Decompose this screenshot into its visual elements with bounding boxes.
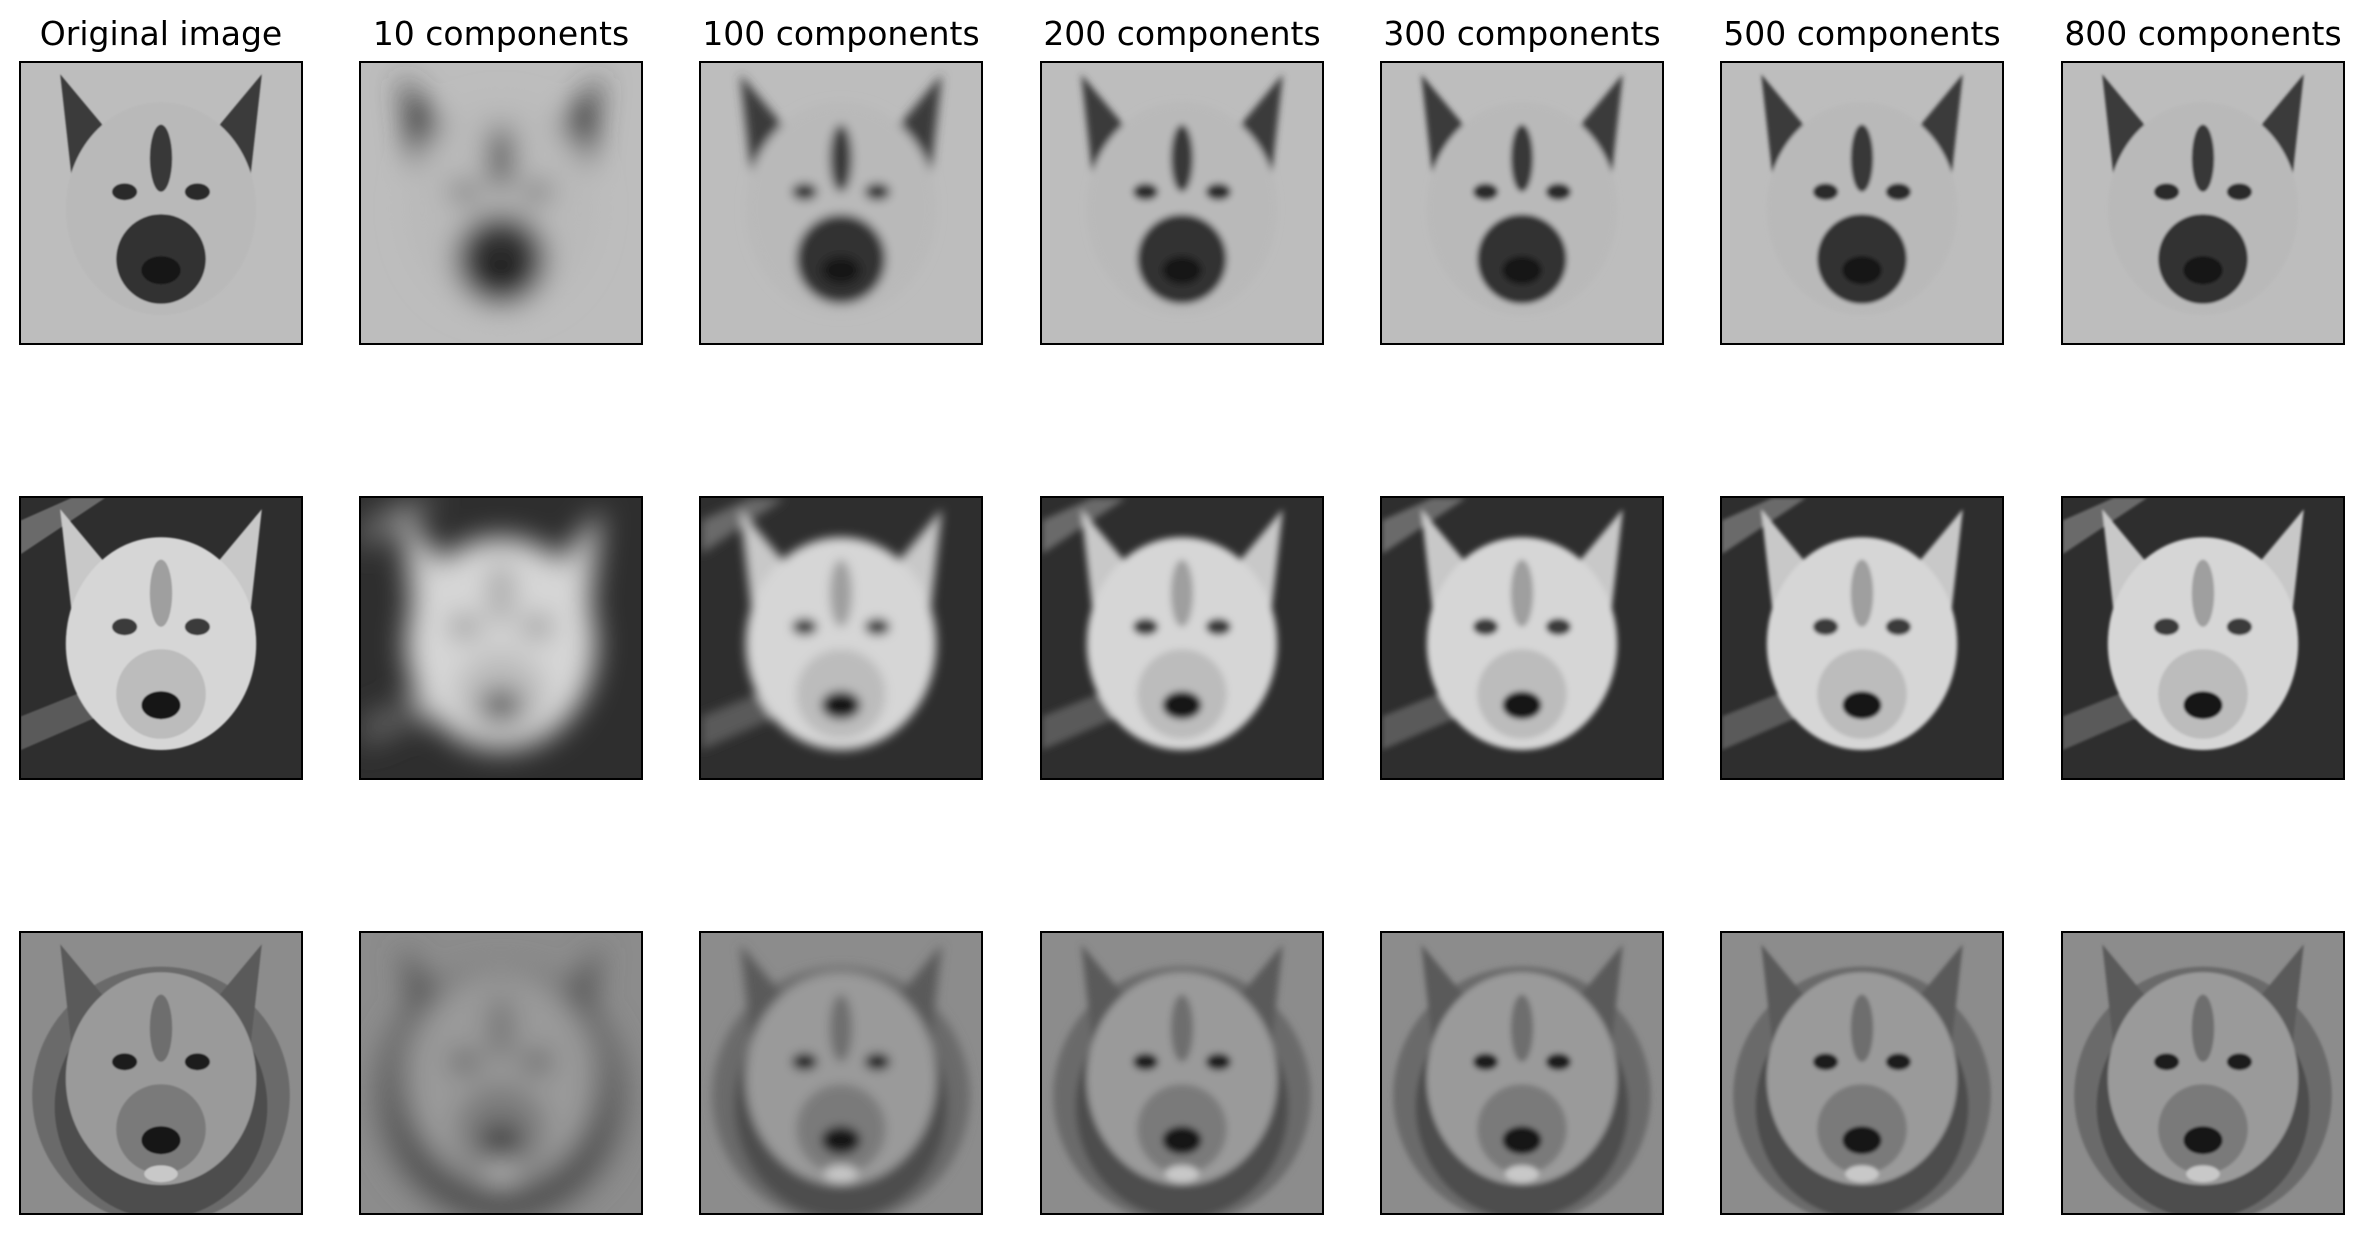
- image-panel: [699, 496, 983, 780]
- lion-face-icon: [21, 933, 301, 1213]
- image-panel: [1040, 61, 1324, 345]
- column-title-2: 100 components: [702, 14, 980, 53]
- column-title-0: Original image: [39, 14, 283, 53]
- lion-face-icon: [1042, 933, 1322, 1213]
- image-panel: [2061, 496, 2345, 780]
- wolf-face-icon: [1722, 498, 2002, 778]
- image-panel: [1380, 496, 1664, 780]
- column-title-3: 200 components: [1043, 14, 1321, 53]
- lion-face-icon: [1382, 933, 1662, 1213]
- image-panel: [1380, 61, 1664, 345]
- image-panel: [699, 61, 983, 345]
- image-panel: [1720, 931, 2004, 1215]
- dog-face-icon: [361, 63, 641, 343]
- image-panel: [1720, 496, 2004, 780]
- lion-face-icon: [2063, 933, 2343, 1213]
- image-panel: [359, 931, 643, 1215]
- wolf-face-icon: [1382, 498, 1662, 778]
- lion-face-icon: [1722, 933, 2002, 1213]
- column-title-4: 300 components: [1383, 14, 1661, 53]
- wolf-face-icon: [2063, 498, 2343, 778]
- image-panel: [1720, 61, 2004, 345]
- dog-face-icon: [21, 63, 301, 343]
- image-panel: [19, 61, 303, 345]
- column-title-6: 800 components: [2064, 14, 2342, 53]
- column-title-1: 10 components: [372, 14, 630, 53]
- wolf-face-icon: [21, 498, 301, 778]
- wolf-face-icon: [361, 498, 641, 778]
- image-panel: [699, 931, 983, 1215]
- dog-face-icon: [1722, 63, 2002, 343]
- image-panel: [1380, 931, 1664, 1215]
- image-panel: [19, 496, 303, 780]
- wolf-face-icon: [1042, 498, 1322, 778]
- dog-face-icon: [1382, 63, 1662, 343]
- image-panel: [1040, 496, 1324, 780]
- image-panel: [2061, 931, 2345, 1215]
- image-panel: [19, 931, 303, 1215]
- dog-face-icon: [2063, 63, 2343, 343]
- dog-face-icon: [701, 63, 981, 343]
- image-panel: [2061, 61, 2345, 345]
- lion-face-icon: [361, 933, 641, 1213]
- wolf-face-icon: [701, 498, 981, 778]
- image-panel: [1040, 931, 1324, 1215]
- image-panel: [359, 496, 643, 780]
- image-panel: [359, 61, 643, 345]
- lion-face-icon: [701, 933, 981, 1213]
- column-title-5: 500 components: [1723, 14, 2001, 53]
- dog-face-icon: [1042, 63, 1322, 343]
